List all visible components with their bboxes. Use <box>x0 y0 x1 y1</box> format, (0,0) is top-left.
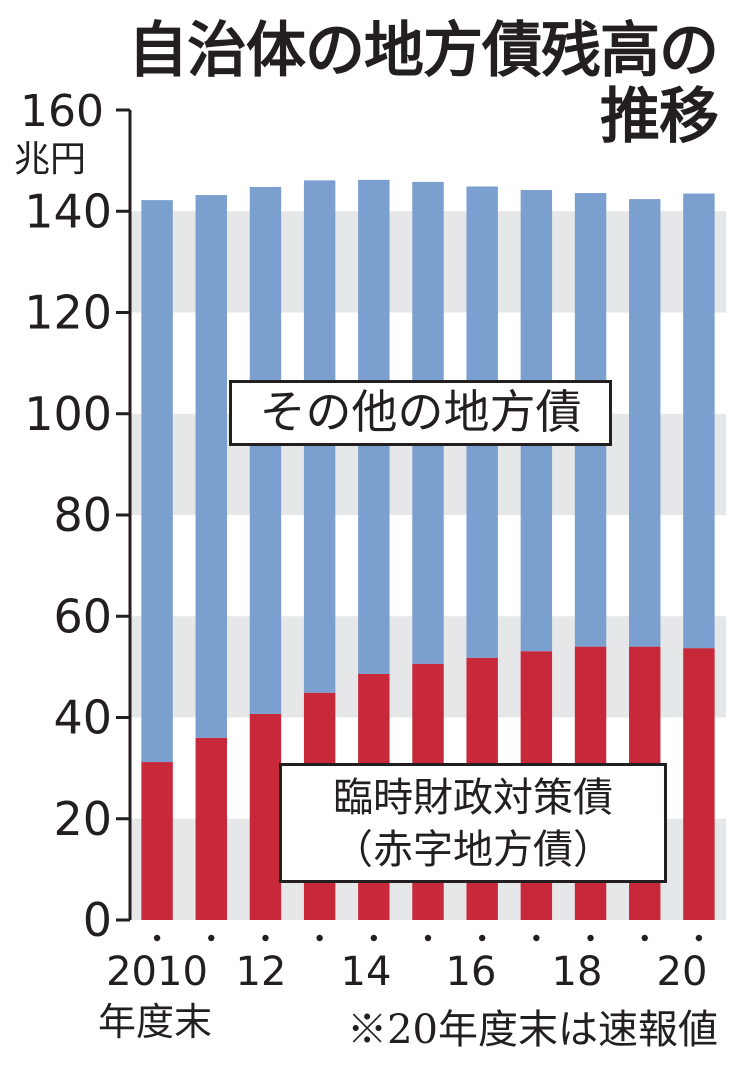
bar-other-bonds-2010 <box>141 200 173 763</box>
y-tick-label-140: 140 <box>24 184 112 238</box>
x-axis-sublabel: 年度末 <box>98 1000 213 1044</box>
x-tick-dot-2020 <box>695 934 703 942</box>
y-tick-label-100: 100 <box>24 387 112 441</box>
x-tick-dot-2014 <box>370 934 378 942</box>
x-tick-label-2010: 2010 <box>106 949 208 995</box>
x-tick-label-16: 16 <box>445 949 497 995</box>
bar-temporary-finance-bonds-2012 <box>249 713 282 920</box>
y-tick-label-0: 0 <box>83 893 112 947</box>
x-tick-dot-2011 <box>208 934 215 942</box>
x-tick-label-18: 18 <box>551 949 603 995</box>
y-tick-label-20: 20 <box>53 792 112 846</box>
x-tick-dot-2017 <box>533 934 540 942</box>
legend-temporary-finance-bonds-line-1: 臨時財政対策債 <box>333 775 613 821</box>
bar-temporary-finance-bonds-2011 <box>195 737 227 920</box>
bar-temporary-finance-bonds-2010 <box>141 762 173 920</box>
footnote: ※20年度末は速報値 <box>347 1007 718 1053</box>
y-axis-unit-label: 兆円 <box>14 139 87 180</box>
bar-other-bonds-2012 <box>249 186 282 714</box>
x-tick-label-12: 12 <box>235 949 287 995</box>
x-tick-dot-2012 <box>262 934 269 942</box>
legend-temporary-finance-bonds-line-2: （赤字地方債） <box>333 827 613 873</box>
bar-other-bonds-2019 <box>629 199 661 647</box>
chart-title-line-2: 推移 <box>600 82 719 152</box>
y-tick-label-120: 120 <box>24 286 112 340</box>
legend-other-bonds: その他の地方債 <box>229 380 612 446</box>
x-tick-label-20: 20 <box>656 949 708 995</box>
y-axis-max-label: 160 <box>20 86 104 137</box>
x-tick-dot-2010 <box>153 934 161 942</box>
legend-temporary-finance-bonds: 臨時財政対策債 （赤字地方債） <box>279 763 667 883</box>
y-tick-label-60: 60 <box>53 589 112 643</box>
x-tick-dot-2019 <box>641 934 648 942</box>
y-tick-label-80: 80 <box>53 488 112 542</box>
bar-other-bonds-2011 <box>195 195 227 738</box>
x-tick-dot-2015 <box>424 934 432 942</box>
y-tick-label-40: 40 <box>53 691 112 745</box>
x-tick-dot-2018 <box>587 934 594 942</box>
x-tick-dot-2013 <box>316 934 323 942</box>
x-tick-label-14: 14 <box>340 949 392 995</box>
bar-other-bonds-2020 <box>683 193 715 649</box>
bar-temporary-finance-bonds-2020 <box>683 648 715 920</box>
chart-title-line-1: 自治体の地方債残高の <box>128 16 719 86</box>
x-tick-dot-2016 <box>478 934 486 942</box>
